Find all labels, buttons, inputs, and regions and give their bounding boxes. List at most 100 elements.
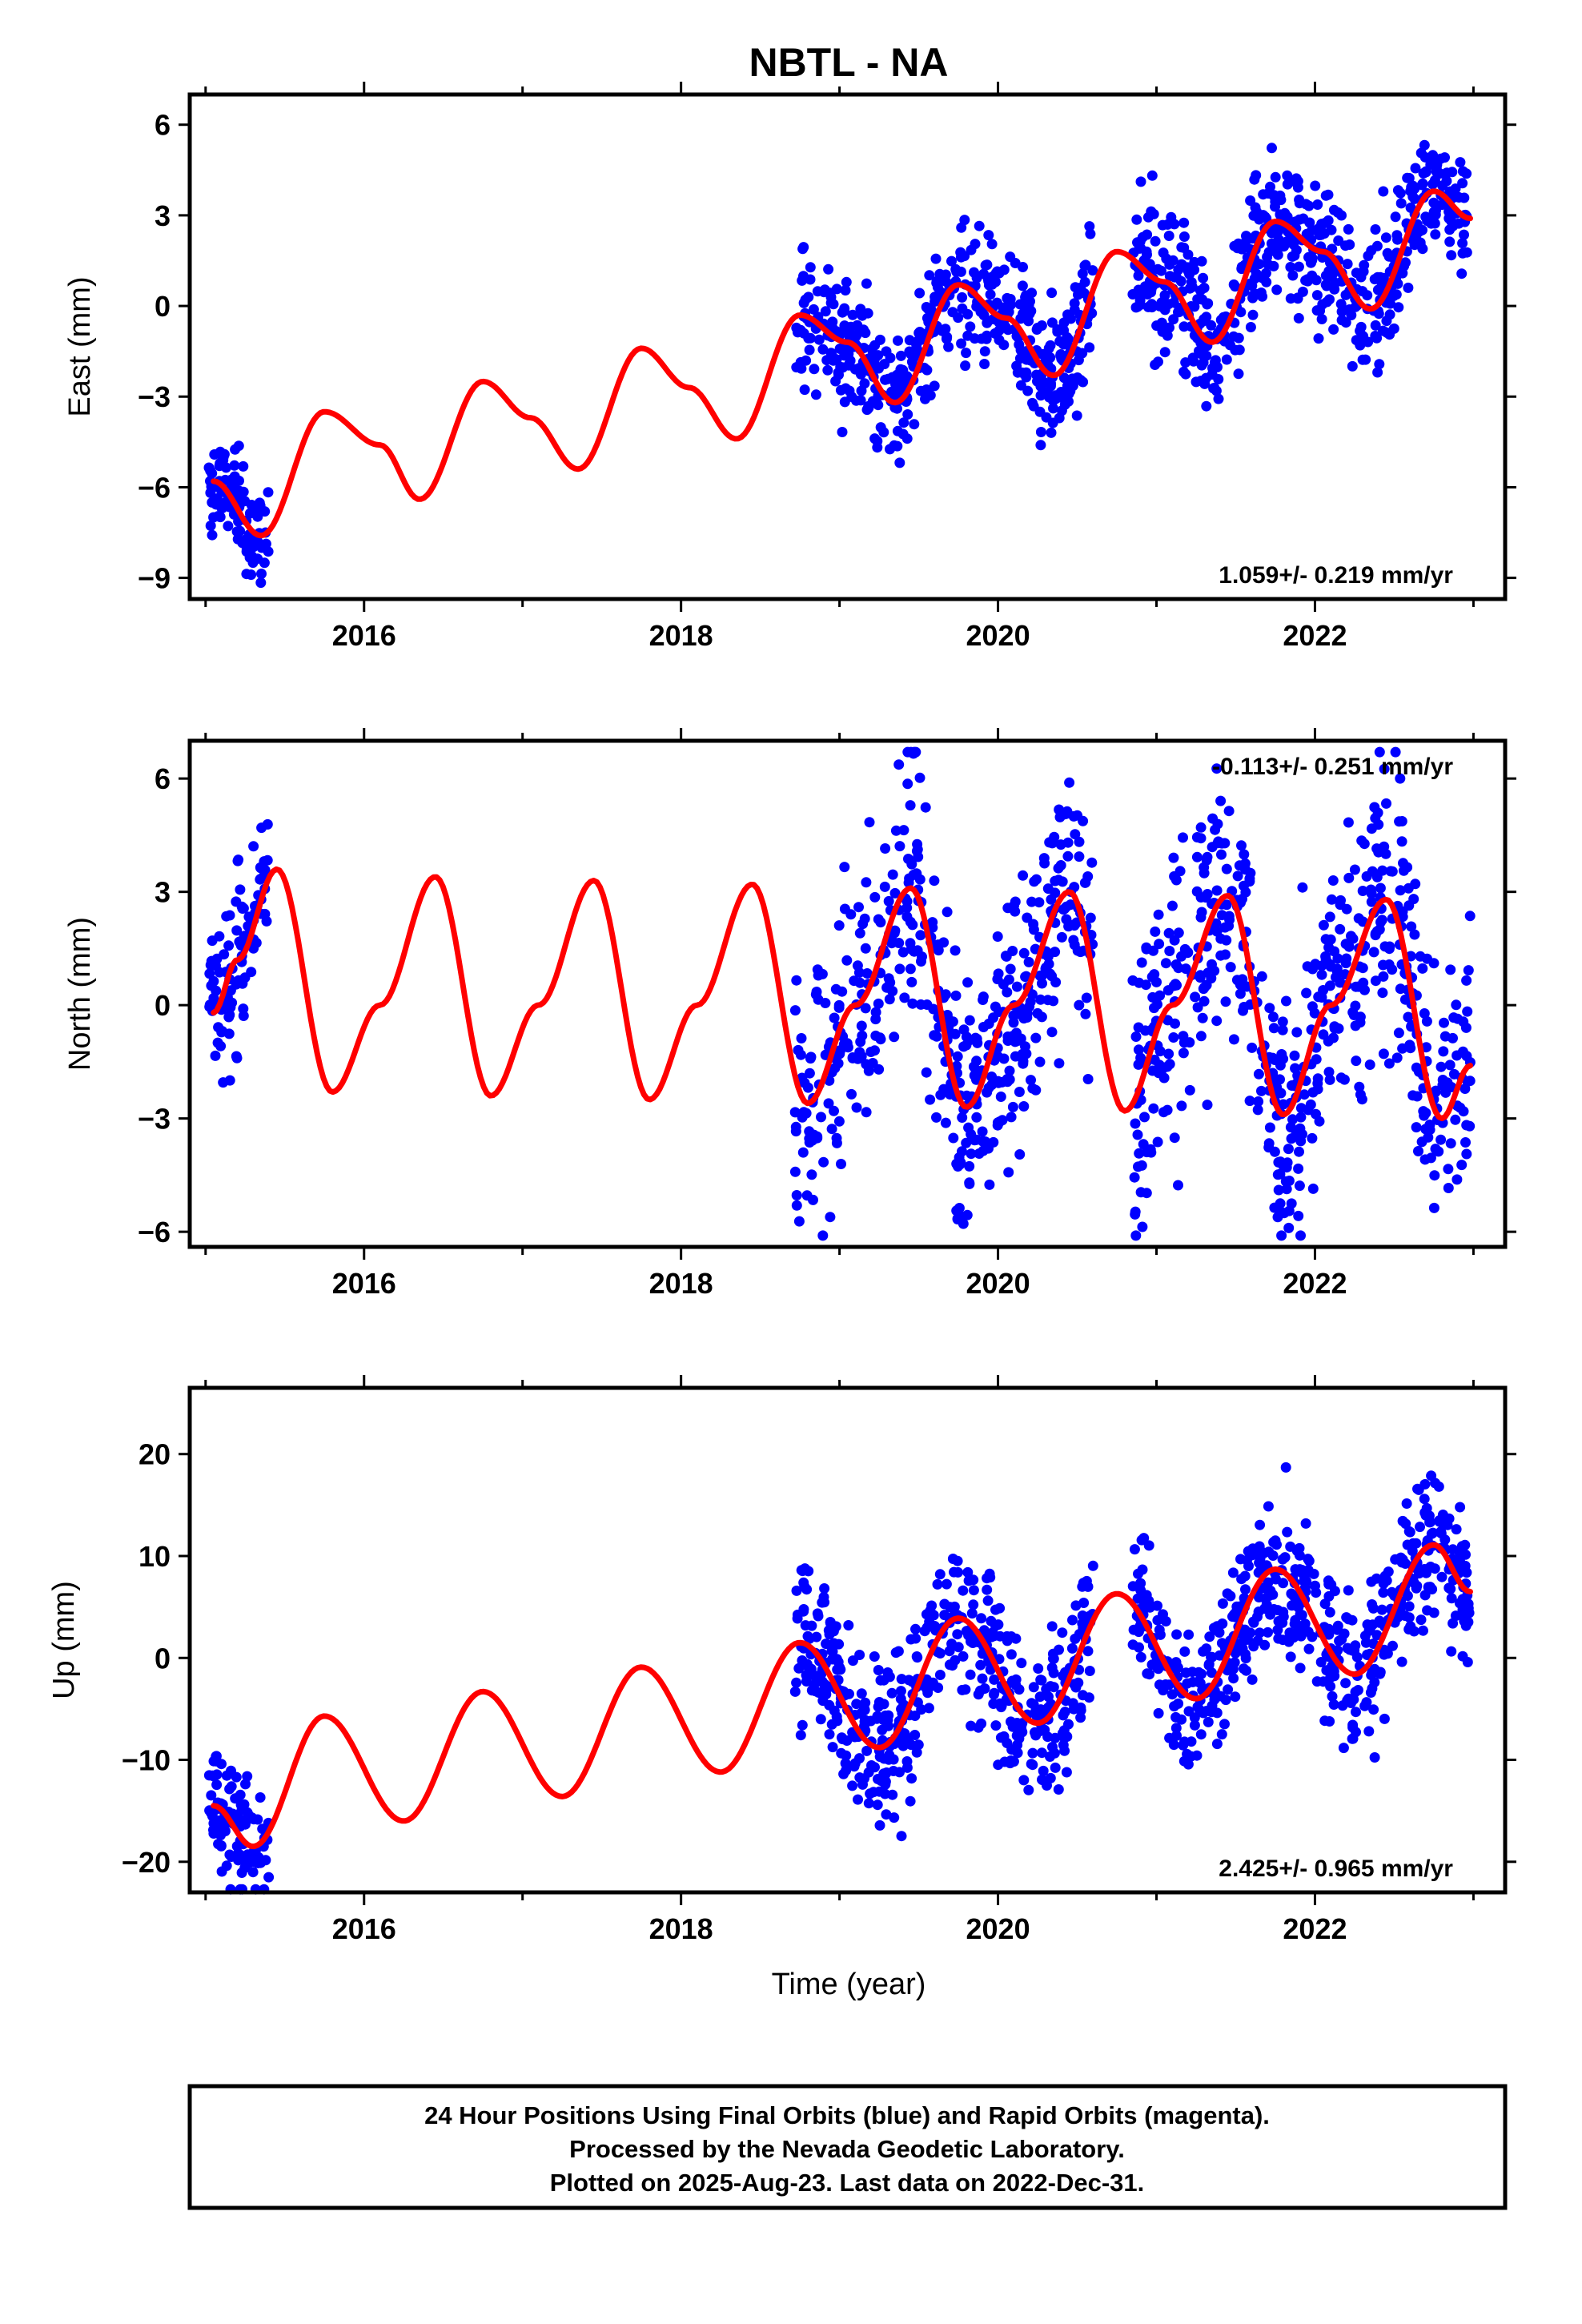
data-point bbox=[1133, 1568, 1143, 1579]
data-point bbox=[1046, 287, 1058, 299]
data-point bbox=[1041, 962, 1051, 973]
data-point bbox=[1436, 1571, 1447, 1582]
data-point bbox=[1132, 237, 1142, 248]
observation-points bbox=[203, 139, 1472, 589]
data-point bbox=[1183, 1629, 1195, 1640]
data-point bbox=[1228, 1034, 1239, 1045]
data-point bbox=[919, 1626, 930, 1637]
data-point bbox=[893, 335, 903, 346]
data-point bbox=[874, 334, 885, 345]
data-point bbox=[1014, 1087, 1025, 1097]
data-point bbox=[1032, 323, 1043, 333]
data-point bbox=[797, 1719, 808, 1731]
data-point bbox=[1206, 1703, 1217, 1715]
data-point bbox=[1459, 229, 1469, 240]
data-point bbox=[248, 1814, 259, 1825]
data-point bbox=[1397, 911, 1408, 923]
data-point bbox=[1211, 763, 1223, 774]
data-point bbox=[950, 1028, 961, 1039]
data-point bbox=[1379, 1713, 1390, 1724]
data-point bbox=[789, 1686, 801, 1697]
data-point bbox=[1046, 317, 1058, 328]
data-point bbox=[1199, 995, 1210, 1007]
data-point bbox=[1252, 1611, 1263, 1622]
data-point bbox=[263, 487, 274, 498]
data-point bbox=[1152, 1600, 1162, 1611]
data-point bbox=[1184, 1084, 1195, 1096]
rate-annotation: 1.059+/- 0.219 mm/yr bbox=[1219, 562, 1453, 589]
data-point bbox=[1399, 1610, 1411, 1621]
data-point bbox=[796, 363, 807, 374]
data-point bbox=[875, 917, 886, 928]
data-point bbox=[863, 1065, 874, 1076]
data-point bbox=[1068, 1703, 1079, 1715]
data-point bbox=[789, 1166, 801, 1177]
data-point bbox=[961, 348, 972, 359]
data-point bbox=[905, 916, 916, 927]
data-point bbox=[1405, 1621, 1416, 1632]
data-point bbox=[860, 328, 871, 339]
data-point bbox=[1055, 349, 1066, 360]
data-point bbox=[823, 1625, 834, 1636]
data-point bbox=[1054, 1058, 1065, 1069]
data-point bbox=[893, 759, 905, 770]
data-point bbox=[1421, 1015, 1432, 1027]
data-point bbox=[231, 1051, 242, 1062]
data-point bbox=[963, 1122, 974, 1133]
data-point bbox=[892, 440, 903, 452]
data-point bbox=[895, 1686, 906, 1697]
data-point bbox=[1295, 1230, 1306, 1241]
data-point bbox=[1435, 1526, 1447, 1538]
data-point bbox=[1402, 1590, 1413, 1602]
data-point bbox=[1017, 280, 1028, 292]
data-point bbox=[1082, 1074, 1094, 1084]
data-point bbox=[889, 1031, 900, 1043]
data-point bbox=[839, 862, 850, 873]
data-point bbox=[1154, 939, 1165, 950]
data-point bbox=[1415, 951, 1426, 962]
data-point bbox=[911, 868, 922, 879]
data-point bbox=[1034, 1056, 1046, 1068]
y-tick-label: −6 bbox=[138, 471, 171, 504]
data-point bbox=[254, 497, 265, 509]
data-point bbox=[1303, 1643, 1315, 1655]
data-point bbox=[1383, 1058, 1395, 1069]
y-tick-label: 0 bbox=[155, 989, 171, 1022]
data-point bbox=[881, 1809, 892, 1820]
data-point bbox=[791, 1677, 802, 1688]
data-point bbox=[906, 976, 917, 987]
data-point bbox=[1169, 271, 1180, 283]
data-point bbox=[1216, 1729, 1227, 1740]
data-point bbox=[995, 1092, 1006, 1102]
data-point bbox=[1347, 360, 1358, 372]
data-point bbox=[1277, 1024, 1288, 1035]
data-point bbox=[1135, 1651, 1146, 1663]
data-point bbox=[1007, 1101, 1018, 1112]
data-point bbox=[1247, 233, 1258, 244]
data-point bbox=[856, 1688, 867, 1699]
data-point bbox=[1376, 915, 1387, 926]
data-point bbox=[1228, 1673, 1239, 1684]
data-point bbox=[1335, 1072, 1347, 1084]
data-point bbox=[237, 903, 248, 914]
data-point bbox=[1446, 1646, 1457, 1657]
data-point bbox=[863, 400, 874, 412]
data-point bbox=[1048, 1653, 1058, 1664]
data-point bbox=[1169, 1132, 1180, 1144]
data-point bbox=[1424, 1120, 1435, 1130]
data-point bbox=[818, 1156, 829, 1168]
data-point bbox=[913, 328, 925, 339]
data-point bbox=[1419, 139, 1430, 151]
data-point bbox=[255, 1792, 266, 1803]
data-point bbox=[1263, 1626, 1273, 1638]
data-point bbox=[838, 1768, 849, 1779]
data-point bbox=[243, 911, 255, 923]
data-point bbox=[1058, 325, 1070, 336]
data-point bbox=[1398, 858, 1408, 869]
data-point bbox=[791, 322, 802, 333]
data-point bbox=[1178, 1031, 1189, 1042]
data-point bbox=[843, 1620, 854, 1630]
data-point bbox=[1343, 817, 1354, 828]
data-point bbox=[223, 940, 235, 951]
data-point bbox=[950, 990, 962, 1001]
